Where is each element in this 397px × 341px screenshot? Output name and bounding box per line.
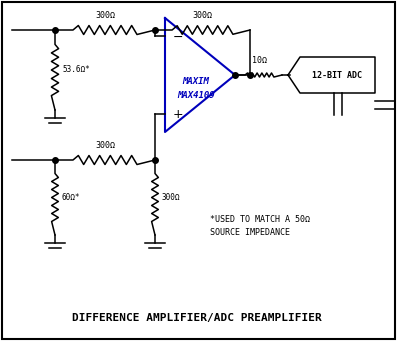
Text: 12-BIT ADC: 12-BIT ADC [312,71,362,79]
Text: MAXIM: MAXIM [183,77,210,87]
Text: MAX4109: MAX4109 [177,90,215,100]
Text: 10Ω: 10Ω [252,56,267,65]
Text: DIFFERENCE AMPLIFIER/ADC PREAMPLIFIER: DIFFERENCE AMPLIFIER/ADC PREAMPLIFIER [72,313,322,323]
Text: 300Ω: 300Ω [95,141,115,150]
Text: 60Ω*: 60Ω* [62,193,81,202]
Text: 53.6Ω*: 53.6Ω* [62,65,90,74]
Text: SOURCE IMPEDANCE: SOURCE IMPEDANCE [210,228,290,237]
Text: −: − [173,30,183,44]
Text: +: + [173,108,184,121]
Text: *USED TO MATCH A 50Ω: *USED TO MATCH A 50Ω [210,215,310,224]
Text: 300Ω: 300Ω [95,11,115,20]
Text: 300Ω: 300Ω [162,193,181,202]
Text: 300Ω: 300Ω [193,11,212,20]
